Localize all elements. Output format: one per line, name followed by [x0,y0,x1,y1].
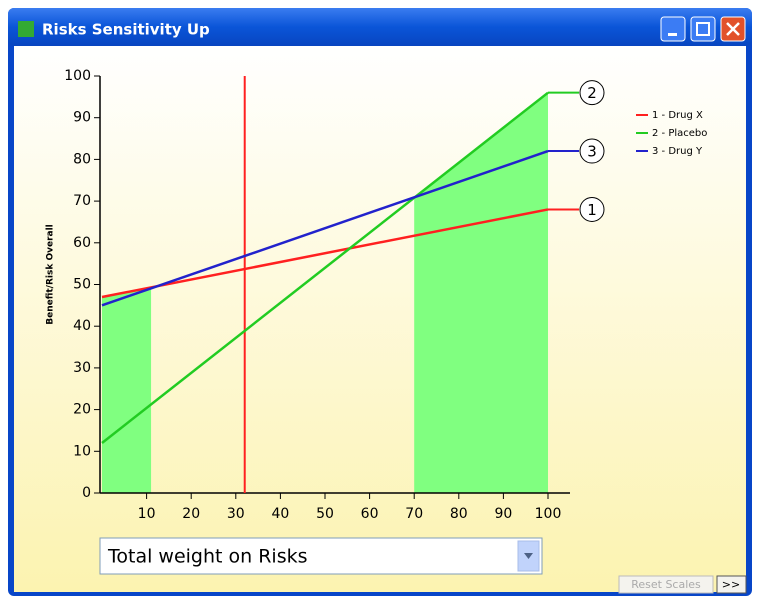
x-tick-label: 100 [535,506,562,522]
legend-label: 1 - Drug X [652,110,703,121]
x-tick-label: 40 [271,506,289,522]
end-marker [579,196,605,222]
x-tick-label: 90 [494,506,512,522]
dropdown[interactable] [99,537,543,575]
x-tick-label: 10 [138,506,156,522]
series-line [101,208,549,299]
plot: 0 10 20 30 40 50 60 70 80 90 100 10 20 30 40 50 60 70 80 90… [46,68,708,522]
legend-label: 2 - Placebo [652,128,707,139]
legend-label: 3 - Drug Y [652,146,703,157]
y-tick-label: 50 [73,277,91,293]
more-button[interactable] [716,575,747,594]
maximize-icon [696,22,710,36]
series-line [101,91,549,444]
y-tick-label: 40 [73,318,91,334]
x-tick-label: 30 [227,506,245,522]
end-marker-label: 2 [587,84,597,102]
y-tick-label: 0 [82,485,91,501]
y-tick-label: 30 [73,360,91,376]
reset-button[interactable] [618,575,714,594]
maximize-button[interactable] [690,16,716,42]
end-marker-label: 1 [587,201,597,219]
x-tick-label: 50 [316,506,334,522]
x-tick-label: 80 [450,506,468,522]
x-tick-label: 70 [405,506,423,522]
y-axis-label: Benefit/Risk Overall [46,224,56,325]
x-tick-label: 20 [182,506,200,522]
reset-button-label: Reset Scales [631,578,701,591]
more-button-label: >> [722,578,740,591]
dropdown-arrow-icon [524,553,533,559]
y-tick-label: 100 [64,68,91,84]
y-tick-label: 60 [73,235,91,251]
minimize-icon [668,33,677,36]
y-tick-label: 10 [73,443,91,459]
y-tick-label: 90 [73,110,91,126]
minimize-button[interactable] [660,16,686,42]
dropdown-text: Total weight on Risks [107,546,308,568]
y-tick-label: 70 [73,193,91,209]
end-marker [579,138,605,164]
title-bar [8,8,752,46]
shaded-range [102,287,152,493]
y-tick-label: 80 [73,151,91,167]
y-tick-label: 20 [73,402,91,418]
app-icon [18,21,34,37]
end-marker-label: 3 [587,143,597,161]
window-title: Risks Sensitivity Up [42,21,210,39]
x-tick-label: 60 [361,506,379,522]
close-icon [726,22,740,36]
end-marker [579,80,605,106]
series-line [101,149,549,307]
shaded-range [414,92,548,494]
